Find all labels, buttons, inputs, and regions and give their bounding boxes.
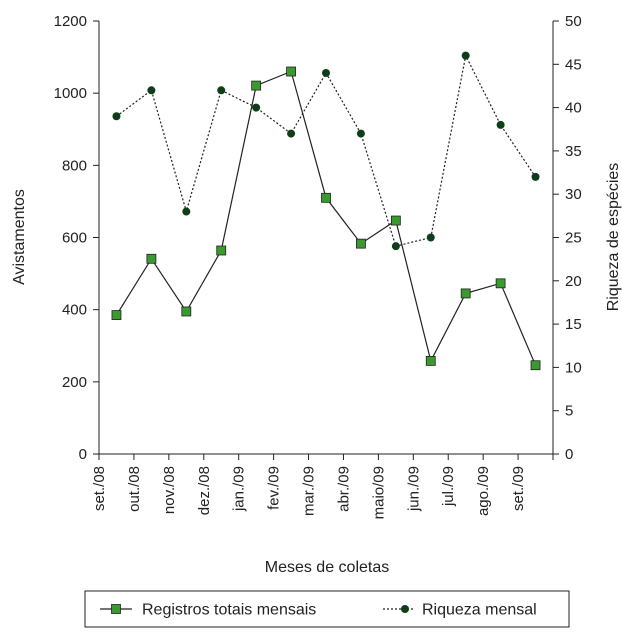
data-point-registros (146, 253, 157, 264)
y-right-tick-label: 50 (565, 13, 582, 30)
x-axis-title: Meses de coletas (265, 559, 390, 576)
x-tick-label: jan./09 (231, 466, 248, 512)
data-point-riqueza (182, 207, 191, 216)
data-point-riqueza (322, 68, 330, 77)
data-point-registros (251, 80, 262, 91)
x-tick-label: set./08 (91, 466, 108, 511)
x-tick-label: set./09 (510, 466, 527, 511)
data-point-riqueza (252, 103, 261, 112)
legend-label-riqueza: Riqueza mensal (422, 602, 537, 619)
data-point-riqueza (356, 129, 365, 138)
data-point-riqueza (147, 86, 156, 95)
x-tick-label: mar./09 (301, 466, 318, 516)
data-point-registros (425, 356, 436, 366)
y-right-tick-label: 35 (565, 143, 582, 160)
data-point-registros (530, 360, 541, 371)
y-left-tick-label: 400 (62, 302, 87, 319)
x-tick-label: jun./09 (405, 466, 422, 512)
data-point-riqueza (496, 120, 505, 129)
x-tick-label: dez./08 (196, 466, 213, 515)
y-right-tick-label: 45 (565, 56, 582, 73)
axes-group: 0 200 400 600 800 1000 1200 0 5 10 15 20 25 30 35 40 45 5… (54, 13, 582, 519)
data-point-registros (390, 215, 401, 226)
y-left-tick-label: 200 (62, 374, 87, 391)
data-point-registros (181, 306, 192, 317)
x-tick-label: jul./09 (440, 466, 457, 507)
data-point-riqueza (461, 51, 470, 60)
y-left-tick-label: 1000 (54, 85, 87, 102)
data-point-registros (495, 278, 506, 289)
legend-label-registros: Registros totais mensais (142, 602, 316, 619)
y-right-tick-label: 20 (565, 273, 582, 290)
y-right-tick-label: 15 (565, 316, 582, 333)
x-tick-label: abr./09 (335, 466, 352, 512)
data-point-registros (356, 238, 366, 249)
data-point-riqueza (391, 242, 400, 251)
legend-marker-riqueza (401, 605, 409, 613)
data-point-riqueza (287, 129, 296, 138)
y-left-tick-label: 800 (62, 157, 87, 174)
x-tick-label: nov./08 (161, 466, 178, 514)
y-right-tick-label: 10 (565, 359, 582, 376)
y-axis-right-title: Riqueza de espécies (605, 163, 622, 312)
data-point-riqueza (531, 172, 540, 181)
data-point-registros (321, 192, 331, 203)
data-point-registros (111, 310, 122, 320)
y-right-tick-label: 30 (565, 186, 582, 203)
data-point-riqueza (426, 233, 435, 242)
data-point-registros (286, 66, 296, 77)
y-right-tick-label: 25 (565, 230, 582, 247)
data-point-riqueza (217, 86, 226, 95)
data-point-registros (460, 288, 471, 299)
y-left-tick-label: 600 (62, 230, 87, 247)
y-right-tick-label: 40 (565, 100, 582, 117)
series-group (111, 51, 541, 371)
y-right-tick-label: 0 (565, 446, 573, 463)
series-line-registros (115, 70, 537, 366)
x-tick-label: fev./09 (266, 466, 283, 510)
legend: Registros totais mensais Riqueza mensal (84, 590, 570, 628)
series-line-riqueza (116, 53, 536, 247)
y-right-tick-label: 5 (565, 403, 573, 420)
data-point-riqueza (112, 112, 121, 121)
y-axis-left-title: Avistamentos (11, 189, 28, 285)
x-tick-label: ago./09 (475, 466, 492, 516)
legend-box (84, 590, 570, 628)
y-left-tick-label: 1200 (54, 13, 87, 30)
x-tick-label: out./08 (126, 466, 143, 512)
x-tick-label: maio/09 (370, 466, 387, 519)
y-left-tick-label: 0 (79, 446, 87, 463)
data-point-registros (216, 245, 227, 256)
legend-marker-registros (111, 604, 121, 614)
